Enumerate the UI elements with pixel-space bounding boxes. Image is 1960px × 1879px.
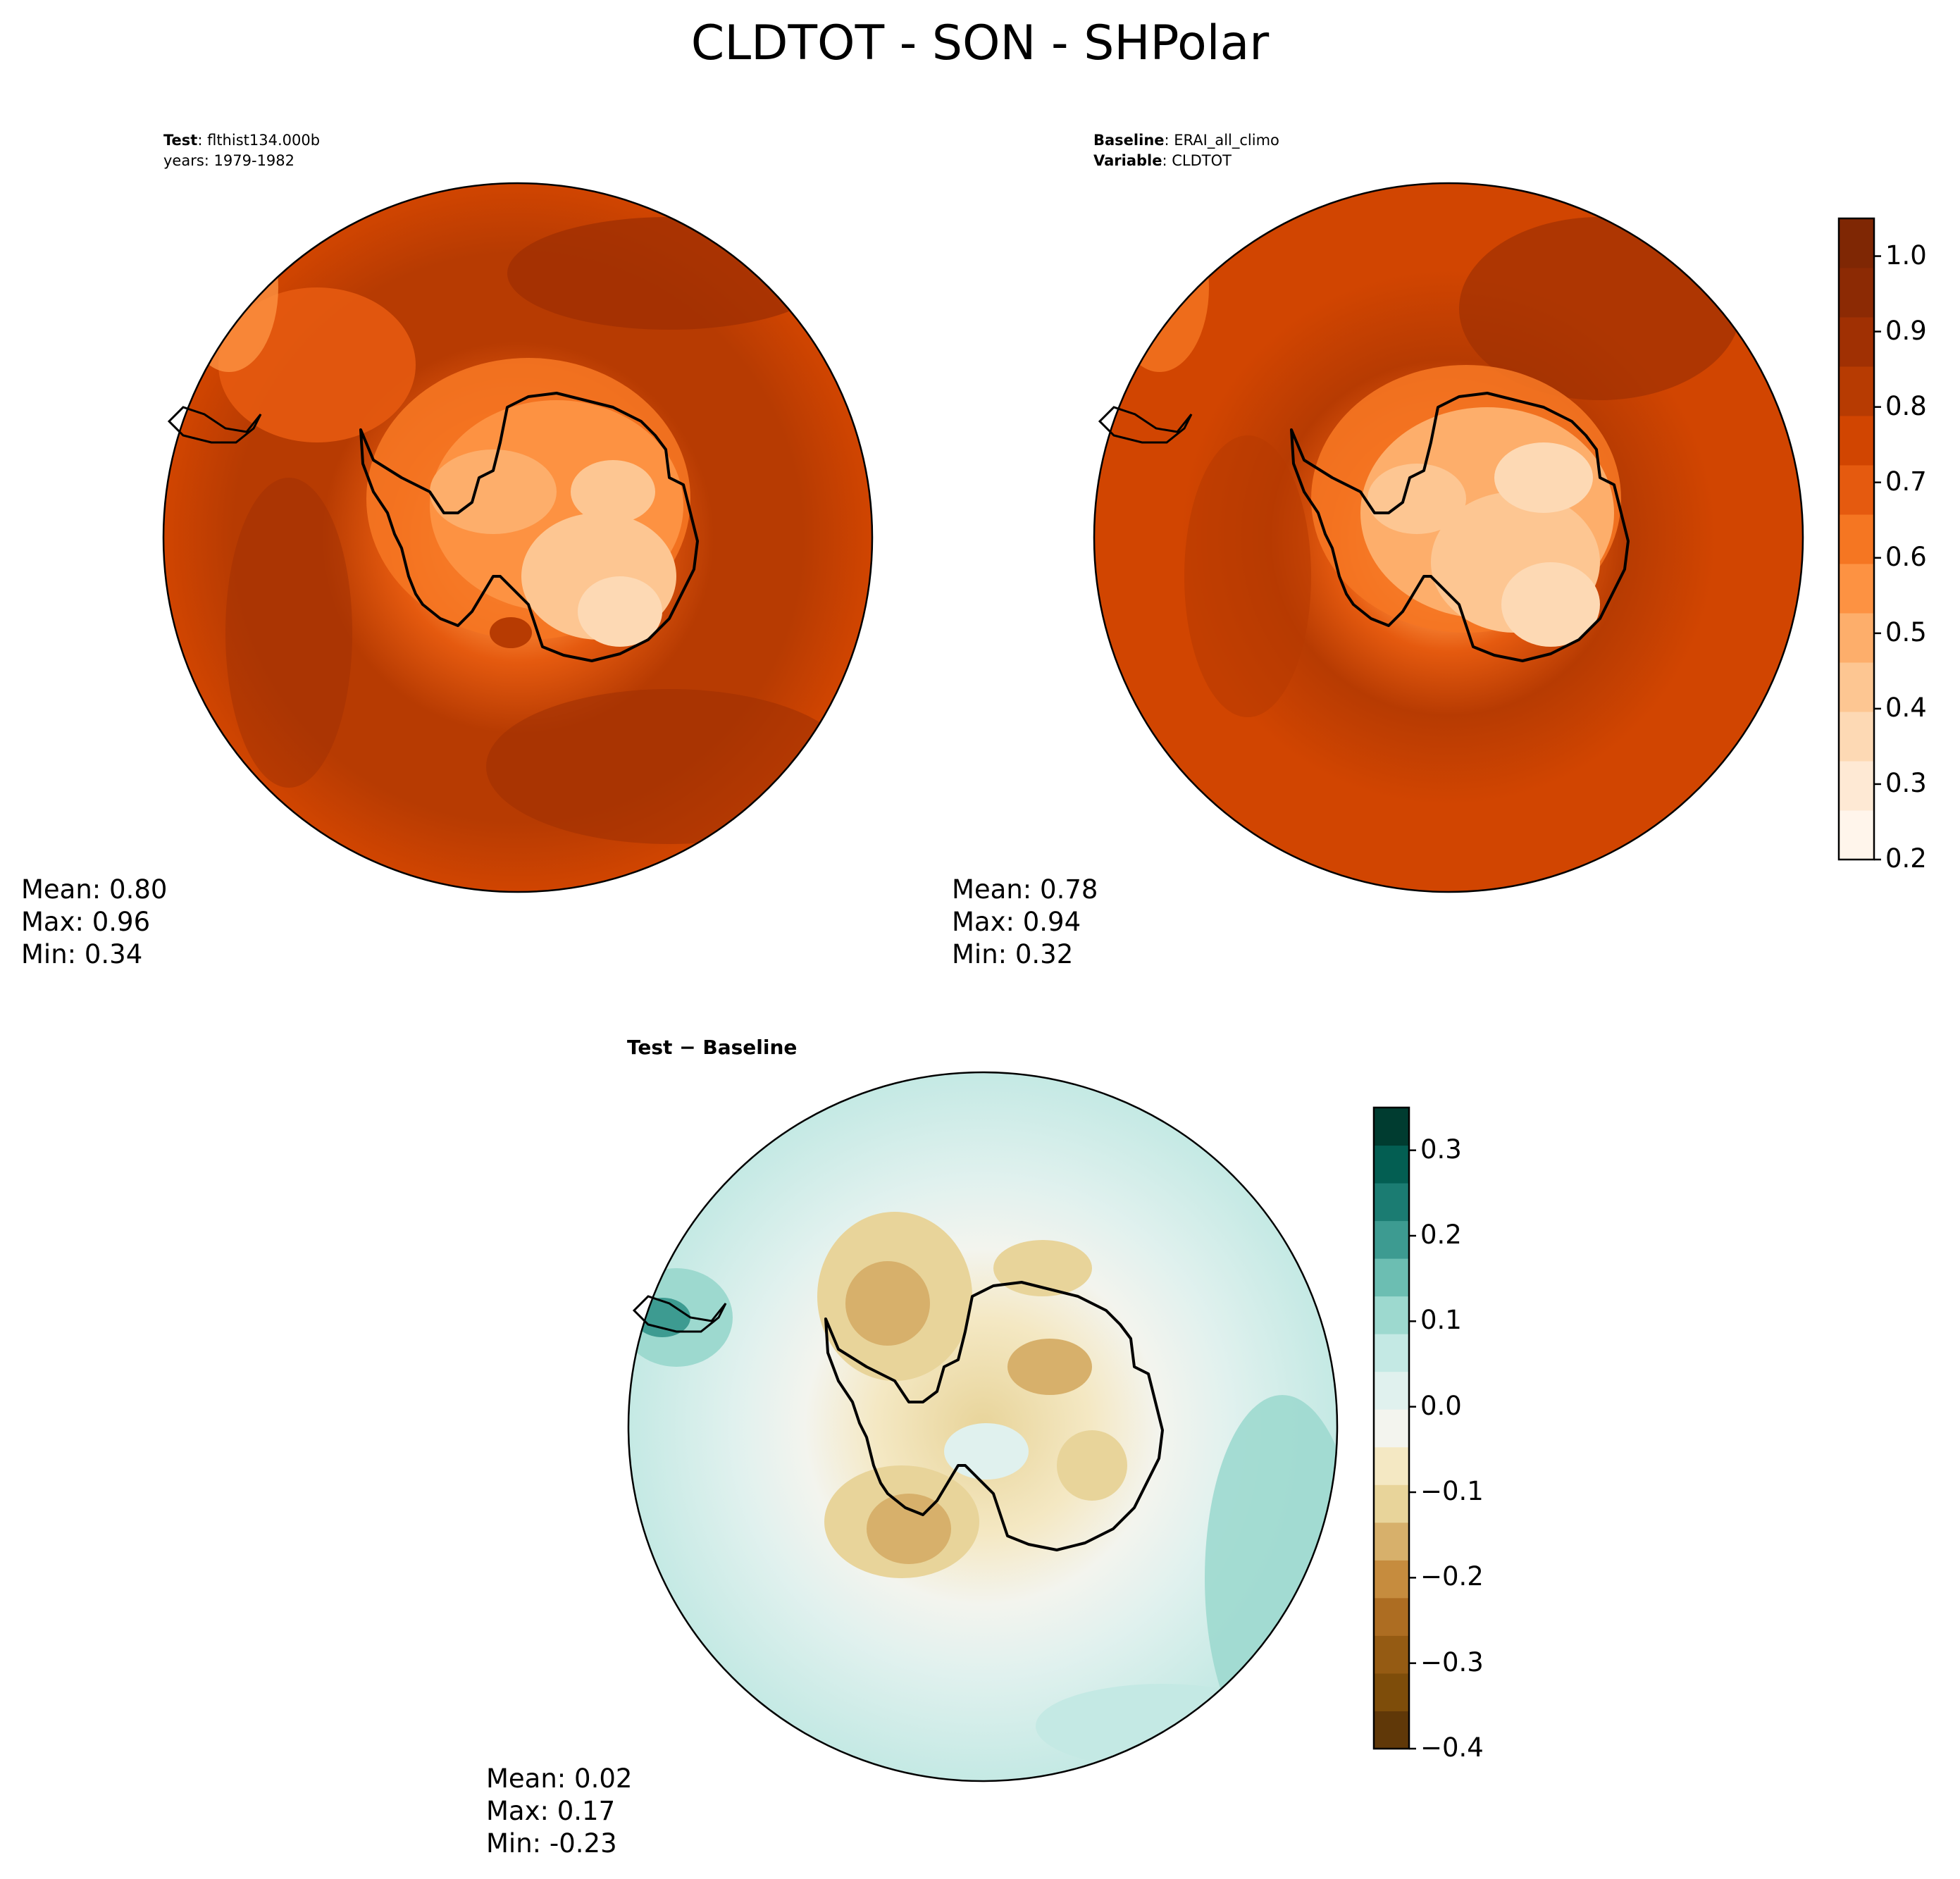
baseline-max: Max: 0.94 (952, 907, 1081, 937)
test-map (162, 182, 874, 893)
diff-map (627, 1071, 1339, 1782)
field-colorbar (1837, 217, 1881, 861)
diff-colorbar-segment (1374, 1183, 1409, 1222)
diff-max: Max: 0.17 (486, 1796, 616, 1826)
diff-colorbar-segment (1374, 1258, 1409, 1297)
diff-south-america-coast (632, 1295, 727, 1333)
diff-colorbar-tick-label: −0.2 (1420, 1561, 1484, 1592)
field-colorbar-segment (1839, 317, 1874, 367)
diff-colorbar-tick-label: 0.2 (1420, 1220, 1462, 1250)
diff-colorbar-segment (1374, 1522, 1409, 1561)
diff-colorbar-segment (1374, 1446, 1409, 1485)
diff-colorbar-segment (1374, 1409, 1409, 1448)
diff-colorbar-tick-label: −0.3 (1420, 1647, 1484, 1678)
diff-colorbar-tick-label: −0.1 (1420, 1476, 1484, 1506)
field-colorbar-border (1837, 217, 1875, 861)
field-colorbar-tick-label: 0.9 (1885, 315, 1927, 346)
baseline-coastline (1290, 392, 1630, 662)
diff-colorbar-segment (1374, 1108, 1409, 1146)
diff-colorbar-border (1372, 1106, 1410, 1750)
baseline-label: Baseline: ERAI_all_climo (1093, 132, 1279, 149)
diff-min: Min: -0.23 (486, 1828, 617, 1859)
diff-colorbar-segment (1374, 1220, 1409, 1259)
test-label-key: Test (163, 132, 198, 149)
field-colorbar-segment (1839, 712, 1874, 762)
field-colorbar-segment (1839, 416, 1874, 466)
diff-colorbar-segment (1374, 1296, 1409, 1334)
diff-colorbar-segment (1374, 1334, 1409, 1372)
baseline-variable-value: CLDTOT (1172, 152, 1232, 169)
diff-colorbar-segment (1374, 1673, 1409, 1711)
diff-map-border (627, 1071, 1339, 1782)
diff-colorbar-segment (1374, 1560, 1409, 1599)
test-max: Max: 0.96 (21, 907, 151, 937)
field-colorbar-segment (1839, 761, 1874, 811)
field-colorbar-tick-label: 1.0 (1885, 240, 1927, 271)
diff-colorbar-segment (1374, 1635, 1409, 1674)
test-years: years: 1979-1982 (163, 152, 295, 169)
field-colorbar-segment (1839, 564, 1874, 614)
field-colorbar-tick-label: 0.7 (1885, 466, 1927, 497)
test-map-border (162, 182, 874, 893)
field-colorbar-tick-label: 0.8 (1885, 390, 1927, 421)
diff-colorbar-segment (1374, 1597, 1409, 1636)
test-south-america-coast (167, 406, 262, 444)
diff-colorbar-segment (1374, 1371, 1409, 1410)
baseline-variable-key: Variable (1093, 152, 1162, 169)
field-colorbar-segment (1839, 268, 1874, 318)
diff-colorbar-segment (1374, 1484, 1409, 1523)
field-colorbar-segment (1839, 662, 1874, 712)
baseline-south-america-coast (1098, 406, 1193, 444)
field-colorbar-segment (1839, 366, 1874, 416)
field-colorbar-segment (1839, 613, 1874, 663)
diff-title: Test − Baseline (627, 1036, 798, 1059)
field-colorbar-segment (1839, 218, 1874, 268)
baseline-min: Min: 0.32 (952, 939, 1074, 969)
field-colorbar-tick-label: 0.6 (1885, 541, 1927, 572)
diff-colorbar-tick-label: 0.3 (1420, 1134, 1462, 1165)
field-colorbar-segment (1839, 465, 1874, 515)
baseline-map-border (1093, 182, 1804, 893)
baseline-label-value: ERAI_all_climo (1174, 132, 1279, 149)
test-min: Min: 0.34 (21, 939, 143, 969)
field-colorbar-tick-label: 0.5 (1885, 616, 1927, 647)
diff-colorbar (1372, 1106, 1416, 1750)
diff-coastline (824, 1281, 1164, 1551)
field-colorbar-segment (1839, 810, 1874, 860)
test-label-value: flthist134.000b (207, 132, 321, 149)
figure-title: CLDTOT - SON - SHPolar (690, 15, 1270, 71)
diff-colorbar-tick-label: −0.4 (1420, 1732, 1484, 1763)
test-coastline (359, 392, 699, 662)
baseline-variable: Variable: CLDTOT (1093, 152, 1232, 169)
baseline-map (1093, 182, 1804, 893)
diff-colorbar-segment (1374, 1145, 1409, 1184)
diff-mean: Mean: 0.02 (486, 1763, 633, 1794)
diff-colorbar-tick-label: 0.0 (1420, 1390, 1462, 1421)
test-label: Test: flthist134.000b (163, 132, 321, 149)
diff-colorbar-tick-label: 0.1 (1420, 1305, 1462, 1336)
field-colorbar-segment (1839, 514, 1874, 564)
diff-colorbar-segment (1374, 1711, 1409, 1749)
field-colorbar-tick-label: 0.2 (1885, 843, 1927, 874)
field-colorbar-tick-label: 0.4 (1885, 692, 1927, 723)
baseline-mean: Mean: 0.78 (952, 874, 1098, 905)
field-colorbar-tick-label: 0.3 (1885, 767, 1927, 798)
test-mean: Mean: 0.80 (21, 874, 168, 905)
baseline-label-key: Baseline (1093, 132, 1165, 149)
